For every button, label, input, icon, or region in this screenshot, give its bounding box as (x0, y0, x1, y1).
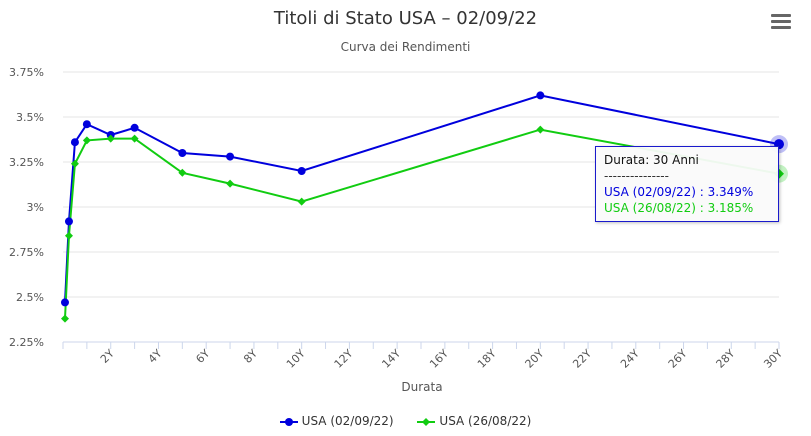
x-tick-label: 26Y (666, 347, 690, 371)
data-point[interactable] (70, 138, 79, 147)
y-tick-label: 2.5% (16, 291, 44, 304)
x-tick-label: 20Y (523, 347, 547, 371)
x-tick-label: 8Y (241, 347, 260, 366)
x-tick-label: 12Y (332, 347, 356, 371)
y-tick-label: 3.5% (16, 111, 44, 124)
x-axis-label: Durata (401, 380, 442, 394)
tooltip-header: Durata: 30 Anni (604, 153, 699, 167)
data-point[interactable] (60, 298, 69, 307)
y-tick-label: 3% (27, 201, 44, 214)
data-point[interactable] (536, 91, 545, 100)
data-point[interactable] (536, 125, 545, 134)
y-tick-label: 2.25% (9, 336, 44, 349)
legend-label-series-1: USA (02/09/22) (301, 414, 394, 428)
x-tick-label: 28Y (714, 347, 738, 371)
legend-circle-icon (279, 417, 298, 426)
x-tick-label: 6Y (193, 347, 212, 366)
data-point[interactable] (178, 149, 187, 157)
data-point[interactable] (60, 314, 69, 323)
legend: USA (02/09/22) USA (26/08/22) (0, 414, 811, 428)
y-tick-label: 2.75% (9, 246, 44, 259)
chart-subtitle: Curva dei Rendimenti (340, 40, 471, 54)
x-tick-label: 16Y (427, 347, 451, 371)
hamburger-menu-icon[interactable] (771, 14, 791, 30)
tooltip: Durata: 30 Anni --------------- USA (02/… (595, 146, 779, 222)
x-tick-label: 30Y (761, 347, 785, 371)
legend-diamond-icon (417, 417, 436, 426)
x-tick-label: 18Y (475, 347, 499, 371)
tooltip-line-series-2: USA (26/08/22) : 3.185% (604, 201, 754, 215)
data-point[interactable] (226, 152, 235, 161)
x-tick-label: 22Y (570, 347, 594, 371)
y-tick-label: 3.25% (9, 156, 44, 169)
x-tick-label: 14Y (379, 347, 403, 371)
chart-title: Titoli di Stato USA – 02/09/22 (273, 8, 538, 29)
legend-label-series-2: USA (26/08/22) (439, 414, 532, 428)
data-point[interactable] (226, 179, 235, 188)
x-tick-label: 24Y (618, 347, 642, 371)
data-point[interactable] (82, 136, 91, 145)
data-point[interactable] (70, 159, 79, 168)
legend-item-series-2[interactable]: USA (26/08/22) (417, 414, 531, 428)
data-point[interactable] (297, 197, 306, 206)
data-point[interactable] (64, 217, 73, 226)
legend-item-series-1[interactable]: USA (02/09/22) (279, 414, 394, 428)
x-tick-label: 4Y (146, 347, 165, 366)
tooltip-separator: --------------- (604, 169, 669, 183)
data-point[interactable] (130, 123, 139, 132)
x-tick-label: 2Y (98, 347, 117, 366)
data-point[interactable] (64, 231, 73, 240)
data-point[interactable] (130, 134, 139, 143)
y-tick-label: 3.75% (9, 66, 44, 79)
tooltip-line-series-1: USA (02/09/22) : 3.349% (604, 185, 754, 199)
data-point[interactable] (178, 168, 187, 177)
data-point[interactable] (82, 120, 91, 129)
data-point[interactable] (297, 167, 306, 175)
x-tick-label: 10Y (284, 347, 308, 371)
data-point[interactable] (106, 134, 115, 143)
